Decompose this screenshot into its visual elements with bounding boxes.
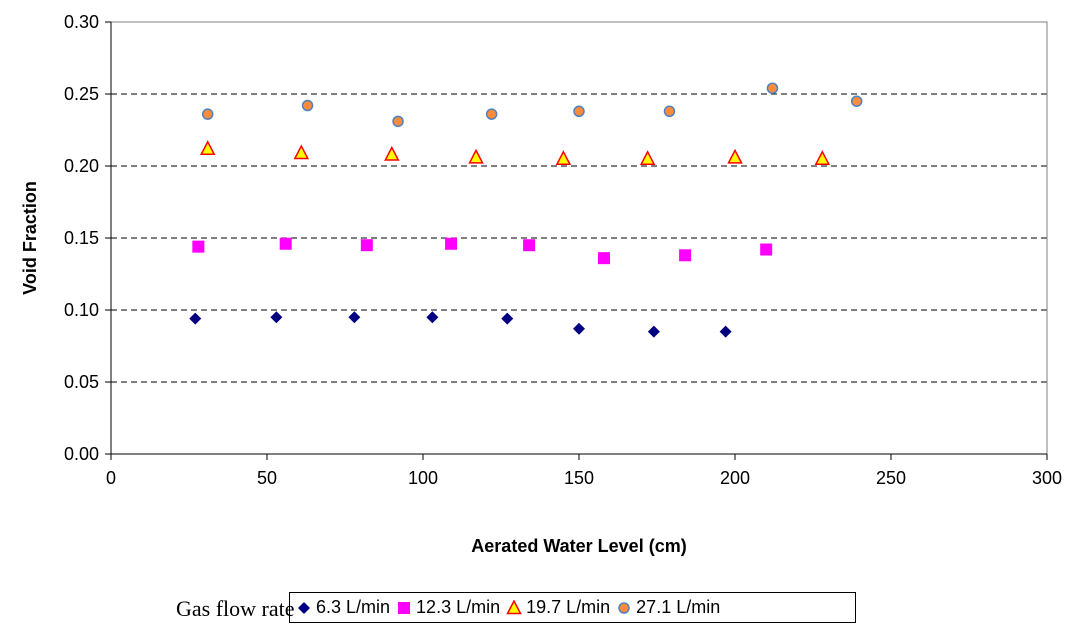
data-point-triangle [199, 140, 216, 155]
y-tick-label: 0.05 [64, 372, 99, 392]
data-point-square [279, 237, 292, 250]
x-tick-label: 200 [720, 468, 750, 488]
data-point-diamond [573, 322, 585, 335]
data-point-diamond [189, 312, 202, 325]
legend-label: 19.7 L/min [526, 597, 611, 617]
legend-marker-triangle [506, 599, 522, 614]
legend-entry: 27.1 L/min [616, 597, 720, 618]
data-point-triangle [384, 145, 400, 161]
data-point-diamond [348, 311, 361, 324]
legend-caption: Gas flow rate [176, 596, 295, 621]
data-point-circle [485, 108, 498, 120]
data-point-circle [301, 99, 314, 112]
legend-symbol [618, 601, 630, 614]
y-tick-label: 0.25 [64, 84, 99, 104]
legend-marker-square [398, 601, 411, 614]
data-point-triangle [639, 150, 656, 166]
data-points [189, 82, 863, 338]
x-tick-label: 250 [876, 468, 906, 488]
data-point-circle [201, 108, 214, 120]
y-tick-label: 0.15 [64, 228, 99, 248]
x-tick-label: 50 [257, 468, 277, 488]
legend-label: 6.3 L/min [316, 597, 391, 617]
data-point-square [597, 252, 610, 265]
x-tick-label: 300 [1032, 468, 1062, 488]
data-point-diamond [270, 311, 283, 324]
data-point-square [192, 240, 205, 253]
data-point-diamond [426, 311, 439, 324]
y-tick-label: 0.10 [64, 300, 99, 320]
data-point-circle [663, 105, 676, 118]
legend-marker-circle [618, 601, 630, 614]
x-tick-labels: 0 50 100 150 200 250 300 [106, 468, 1062, 488]
x-axis-title: Aerated Water Level (cm) [471, 536, 686, 556]
data-point-circle [392, 115, 404, 128]
y-tick-label: 0.00 [64, 444, 99, 464]
data-point-diamond [501, 312, 514, 325]
y-tick-label: 0.30 [64, 12, 99, 32]
legend: 6.3 L/min 12.3 L/min 19.7 L/min 27.1 L/min [289, 592, 856, 623]
data-point-circle [573, 105, 585, 118]
axes [105, 21, 1048, 460]
data-point-triangle [555, 150, 572, 166]
data-point-diamond [647, 325, 660, 338]
legend-symbol [398, 601, 411, 614]
series-4 [201, 82, 863, 128]
y-axis-title: Void Fraction [20, 181, 40, 295]
legend-marker-diamond [298, 601, 310, 614]
data-point-circle [850, 95, 863, 107]
gridlines [111, 93, 1047, 383]
data-point-square [445, 237, 458, 250]
data-point-triangle [727, 148, 743, 164]
data-point-triangle [814, 150, 831, 166]
series-2 [192, 237, 773, 265]
legend-symbol [298, 601, 310, 614]
series-3 [199, 140, 831, 166]
legend-label: 12.3 L/min [416, 597, 501, 617]
x-tick-label: 150 [564, 468, 594, 488]
y-tick-label: 0.20 [64, 156, 99, 176]
series-1 [189, 311, 732, 338]
legend-symbol [506, 599, 522, 614]
data-point-triangle [293, 144, 310, 160]
data-point-diamond [719, 325, 732, 338]
data-point-circle [766, 82, 779, 94]
data-point-square [679, 249, 692, 262]
legend-label: 27.1 L/min [636, 597, 721, 617]
data-point-triangle [468, 148, 484, 164]
data-point-square [360, 239, 373, 252]
x-tick-label: 100 [408, 468, 438, 488]
legend-entry: 6.3 L/min [296, 597, 390, 618]
y-tick-labels: 0.00 0.05 0.10 0.15 0.20 0.25 0.30 [64, 12, 99, 464]
data-point-square [523, 239, 536, 252]
x-tick-label: 0 [106, 468, 116, 488]
legend-entry: 19.7 L/min [506, 597, 610, 618]
legend-entry: 12.3 L/min [396, 597, 500, 618]
data-point-square [760, 243, 773, 256]
